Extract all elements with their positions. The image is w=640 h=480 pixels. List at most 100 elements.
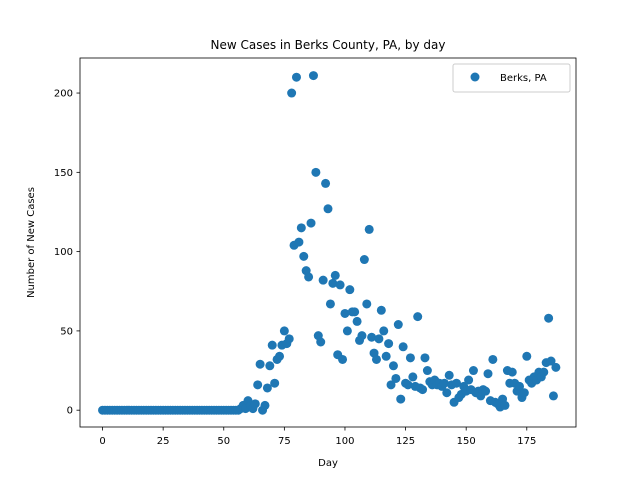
data-point xyxy=(367,332,377,342)
data-point xyxy=(444,370,454,380)
plot-frame xyxy=(79,57,577,428)
data-point xyxy=(275,351,285,361)
data-point xyxy=(294,237,304,247)
x-tick-label: 100 xyxy=(335,436,354,447)
data-point xyxy=(405,353,415,363)
data-point xyxy=(388,361,398,371)
data-point xyxy=(548,391,558,401)
data-point xyxy=(299,251,309,261)
data-point xyxy=(328,278,338,288)
chart-title: New Cases in Berks County, PA, by day xyxy=(210,38,445,52)
data-point xyxy=(265,361,275,371)
data-point xyxy=(287,88,297,98)
x-tick-label: 175 xyxy=(517,436,536,447)
data-point xyxy=(413,312,423,322)
data-point xyxy=(420,353,430,363)
x-tick-label: 0 xyxy=(99,436,105,447)
data-point xyxy=(418,385,428,395)
data-point xyxy=(352,316,362,326)
data-point xyxy=(357,331,367,341)
y-tick-label: 100 xyxy=(54,247,73,258)
data-point xyxy=(338,354,348,364)
data-point xyxy=(306,218,316,228)
data-point xyxy=(325,299,335,309)
data-point xyxy=(515,381,525,391)
legend-label: Berks, PA xyxy=(500,73,547,84)
y-tick-label: 150 xyxy=(54,168,73,179)
data-points xyxy=(98,71,561,415)
data-point xyxy=(451,378,461,388)
data-point xyxy=(371,354,381,364)
data-point xyxy=(384,339,394,349)
data-point xyxy=(342,326,352,336)
data-point xyxy=(253,380,263,390)
data-point xyxy=(262,383,272,393)
data-point xyxy=(321,178,331,188)
y-axis-ticks: 0 50 100 150 200 xyxy=(54,89,80,417)
data-point xyxy=(439,378,449,388)
data-point xyxy=(359,255,369,265)
data-point xyxy=(267,340,277,350)
data-point xyxy=(279,326,289,336)
data-point xyxy=(488,354,498,364)
data-point xyxy=(468,366,478,376)
data-point xyxy=(551,362,561,372)
data-point xyxy=(408,372,418,382)
x-axis-label: Day xyxy=(318,458,338,469)
x-tick-label: 125 xyxy=(396,436,415,447)
data-point xyxy=(442,388,452,398)
data-point xyxy=(345,285,355,295)
data-point xyxy=(376,305,386,315)
x-tick-label: 25 xyxy=(157,436,170,447)
data-point xyxy=(304,272,314,282)
data-point xyxy=(519,388,529,398)
y-tick-label: 0 xyxy=(67,406,73,417)
legend-box xyxy=(452,63,571,93)
data-point xyxy=(364,224,374,234)
data-point xyxy=(464,375,474,385)
x-tick-label: 75 xyxy=(278,436,291,447)
data-point xyxy=(546,356,556,366)
data-point xyxy=(391,373,401,383)
x-tick-label: 50 xyxy=(217,436,230,447)
data-point xyxy=(323,204,333,214)
data-point xyxy=(379,326,389,336)
data-point xyxy=(250,399,260,409)
data-point xyxy=(270,378,280,388)
data-point xyxy=(500,400,510,410)
data-point xyxy=(393,320,403,330)
data-point xyxy=(544,313,554,323)
data-point xyxy=(350,307,360,317)
data-point xyxy=(507,367,517,377)
data-point xyxy=(284,334,294,344)
data-point xyxy=(308,71,318,81)
data-point xyxy=(311,167,321,177)
legend-marker xyxy=(470,72,480,82)
data-point xyxy=(386,380,396,390)
data-point xyxy=(362,299,372,309)
data-point xyxy=(396,394,406,404)
data-point xyxy=(316,337,326,347)
data-point xyxy=(398,342,408,352)
data-point xyxy=(318,275,328,285)
data-point xyxy=(255,359,265,369)
data-point xyxy=(422,366,432,376)
x-axis-ticks: 0 25 50 75 100 125 150 175 xyxy=(99,427,536,447)
x-tick-label: 150 xyxy=(457,436,476,447)
data-point xyxy=(483,369,493,379)
data-point xyxy=(381,351,391,361)
data-point xyxy=(403,380,413,390)
data-point xyxy=(296,223,306,233)
data-point xyxy=(539,367,549,377)
data-point xyxy=(481,386,491,396)
data-point xyxy=(330,270,340,280)
legend: Berks, PA xyxy=(452,63,571,93)
y-axis-label: Number of New Cases xyxy=(26,187,37,298)
y-tick-label: 200 xyxy=(54,89,73,100)
y-tick-label: 50 xyxy=(60,326,73,337)
data-point xyxy=(260,400,270,410)
data-point xyxy=(374,334,384,344)
data-point xyxy=(522,351,532,361)
data-point xyxy=(335,280,345,290)
